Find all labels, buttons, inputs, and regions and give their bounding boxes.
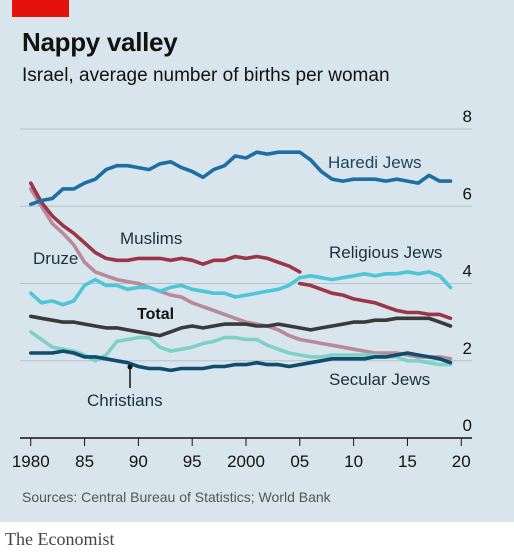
- chart-title: Nappy valley: [22, 27, 178, 57]
- chart-subtitle: Israel, average number of births per wom…: [22, 65, 390, 86]
- source-note: Sources: Central Bureau of Statistics; W…: [22, 489, 331, 505]
- label-druze: Druze: [33, 249, 78, 268]
- x-tick-label: 05: [290, 452, 309, 471]
- economist-logo-text: The Economist: [5, 529, 115, 549]
- series-line-haredi: [29, 150, 453, 207]
- series-line-muslims: [29, 181, 302, 274]
- y-tick-label: 4: [463, 262, 472, 281]
- axes: 0 2 4 6 8 1980 85 90 95 2000 05 10 15 20: [12, 107, 472, 471]
- series-line-christians: [29, 330, 453, 367]
- x-tick-label: 90: [129, 452, 148, 471]
- series-line-secular: [29, 349, 453, 373]
- x-tick-label: 95: [183, 452, 202, 471]
- x-tick-label: 85: [75, 452, 94, 471]
- y-tick-label: 0: [463, 416, 472, 435]
- label-haredi: Haredi Jews: [328, 153, 422, 172]
- x-tick-label: 20: [452, 452, 471, 471]
- series-line-total: [29, 314, 453, 338]
- christians-pointer-dot: [127, 364, 133, 370]
- x-tick-label: 1980: [12, 452, 50, 471]
- y-tick-label: 2: [463, 339, 472, 358]
- x-tick-label: 2000: [227, 452, 265, 471]
- label-christians: Christians: [87, 391, 163, 410]
- series-line-muslims_late: [298, 281, 453, 321]
- y-tick-label: 6: [463, 184, 472, 203]
- series-lines: [29, 150, 453, 373]
- series-labels: Haredi Jews Muslims Druze Religious Jews…: [33, 153, 442, 410]
- line-chart: Haredi Jews Muslims Druze Religious Jews…: [12, 107, 472, 471]
- label-muslims: Muslims: [120, 229, 182, 248]
- series-line-druze: [29, 187, 453, 361]
- label-total: Total: [137, 306, 174, 323]
- label-religious: Religious Jews: [329, 243, 442, 262]
- gridlines: [20, 128, 472, 362]
- label-secular: Secular Jews: [329, 370, 430, 389]
- y-tick-label: 8: [463, 107, 472, 126]
- x-tick-label: 10: [344, 452, 363, 471]
- series-line-religious: [29, 270, 453, 307]
- x-tick-label: 15: [398, 452, 417, 471]
- brand-tag: [12, 0, 69, 17]
